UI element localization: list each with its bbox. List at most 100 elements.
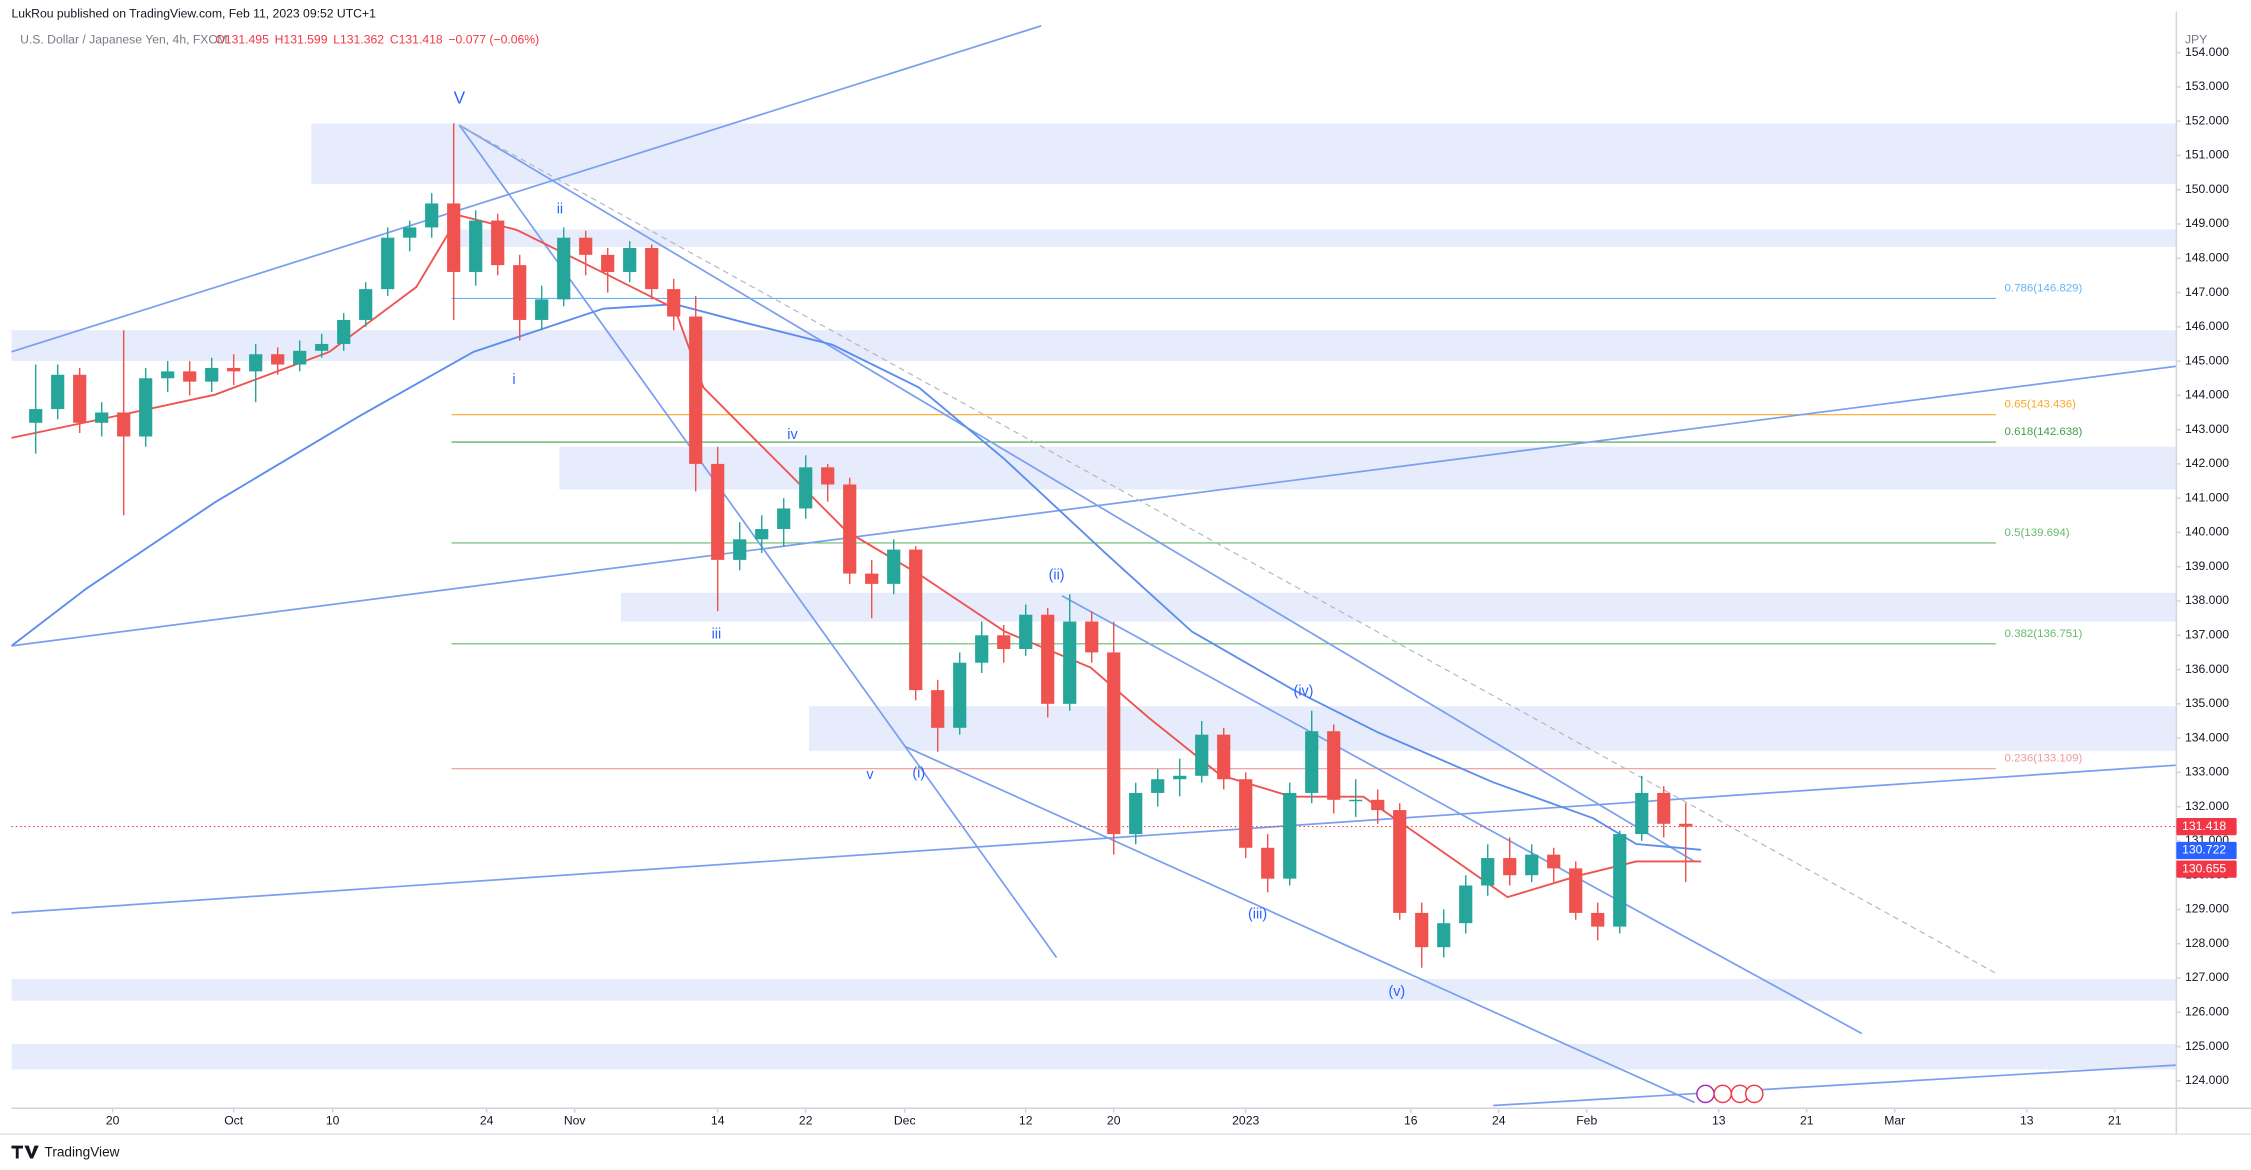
y-tick-label: 152.000 (2185, 113, 2229, 127)
candle-body (1371, 799, 1385, 811)
price-tag (2176, 817, 2237, 836)
trendline (1061, 595, 1863, 1035)
x-tick-label: Oct (224, 1113, 244, 1127)
x-tick-label: 20 (106, 1113, 120, 1127)
candle-body (1591, 912, 1605, 927)
candle-body (1525, 854, 1539, 876)
candle-body (29, 409, 43, 423)
y-tick-label: 132.000 (2185, 799, 2229, 813)
fib-label: 0.382(136.751) (2005, 628, 2083, 640)
zone (459, 229, 2177, 247)
candle-body (931, 690, 945, 728)
price-tag-label: 130.722 (2182, 843, 2226, 857)
candle-body (755, 529, 769, 540)
candle-body (513, 265, 527, 320)
candle-body (1327, 731, 1341, 800)
candle-body (469, 220, 483, 272)
candle-body (1635, 792, 1649, 835)
candle-body (601, 254, 615, 272)
price-tag-label: 131.418 (2182, 819, 2226, 833)
x-tick-label: 20 (1107, 1113, 1121, 1127)
fib-label: 0.5(139.694) (2005, 527, 2070, 539)
candle-body (1481, 858, 1495, 886)
wave-label: iii (712, 626, 722, 642)
candle-body (1613, 834, 1627, 927)
candle-body (491, 220, 505, 266)
x-tick-label: 2023 (1232, 1113, 1259, 1127)
x-tick-label: 13 (1712, 1113, 1726, 1127)
ohlc-label: H131.599 (275, 32, 328, 46)
wave-label: ii (557, 201, 563, 217)
zone (11, 979, 2177, 1001)
candle-body (887, 549, 901, 584)
wave-label: V (454, 88, 466, 108)
moving-average (11, 214, 1702, 899)
y-tick-label: 136.000 (2185, 662, 2229, 676)
candle-body (1503, 858, 1517, 876)
candle-body (447, 203, 461, 272)
trendline (11, 365, 2177, 647)
icon (1696, 1084, 1715, 1104)
candle-body (1217, 734, 1231, 780)
zone (620, 592, 2177, 622)
trendline (1493, 1064, 2177, 1107)
candle-body (271, 354, 285, 365)
trendline (11, 764, 2177, 914)
candle-body (997, 635, 1011, 649)
candle-body (1019, 614, 1033, 649)
candle-body (1679, 823, 1693, 827)
zone (311, 123, 2177, 184)
candle-body (579, 237, 593, 255)
candle-body (381, 237, 395, 290)
y-tick-label: 137.000 (2185, 628, 2229, 642)
x-tick-label: 10 (326, 1113, 340, 1127)
candle-body (315, 343, 329, 351)
symbol-title: U.S. Dollar / Japanese Yen, 4h, FXCM (20, 32, 227, 46)
y-tick-label: 148.000 (2185, 250, 2229, 264)
y-tick-label: 135.000 (2185, 696, 2229, 710)
candle-body (733, 539, 747, 560)
candle-body (975, 635, 989, 663)
candle-body (623, 247, 637, 272)
candle-body (1261, 847, 1275, 879)
x-tick-label: 14 (711, 1113, 725, 1127)
x-tick-label: 21 (2108, 1113, 2122, 1127)
x-tick-label: Nov (564, 1113, 587, 1127)
candle-body (1151, 779, 1165, 793)
candle-body (117, 412, 131, 437)
candle-body (51, 374, 65, 410)
x-tick-label: 21 (1800, 1113, 1814, 1127)
wave-label: (i) (912, 766, 925, 782)
candle-body (425, 203, 439, 228)
candle-body (1349, 799, 1363, 802)
fib-label: 0.236(133.109) (2005, 753, 2083, 765)
zone (11, 1043, 2177, 1070)
fib-label: 0.65(143.436) (2005, 399, 2077, 411)
candle-body (205, 367, 219, 382)
y-tick-label: 133.000 (2185, 765, 2229, 779)
y-tick-label: 139.000 (2185, 559, 2229, 573)
x-tick-label: 13 (2020, 1113, 2034, 1127)
price-tag (2176, 860, 2237, 878)
brand: TradingView (45, 1144, 120, 1159)
logo (11, 1145, 39, 1159)
currency: JPY (2185, 32, 2207, 46)
y-tick-label: 151.000 (2185, 148, 2229, 162)
x-tick-label: Feb (1576, 1113, 1597, 1127)
y-tick-label: 140.000 (2185, 525, 2229, 539)
candle-body (403, 227, 417, 238)
wave-label: (iv) (1294, 684, 1314, 700)
y-tick-label: 145.000 (2185, 353, 2229, 367)
trendline (11, 25, 1042, 353)
wave-label: (iii) (1248, 906, 1267, 922)
y-tick-label: 141.000 (2185, 490, 2229, 504)
x-tick-label: 24 (1492, 1113, 1506, 1127)
candle-body (1129, 792, 1143, 835)
y-tick-label: 134.000 (2185, 730, 2229, 744)
icon (1713, 1084, 1733, 1104)
candle-body (667, 289, 681, 317)
candle-body (711, 463, 725, 560)
y-tick-label: 149.000 (2185, 216, 2229, 230)
y-tick-label: 138.000 (2185, 593, 2229, 607)
